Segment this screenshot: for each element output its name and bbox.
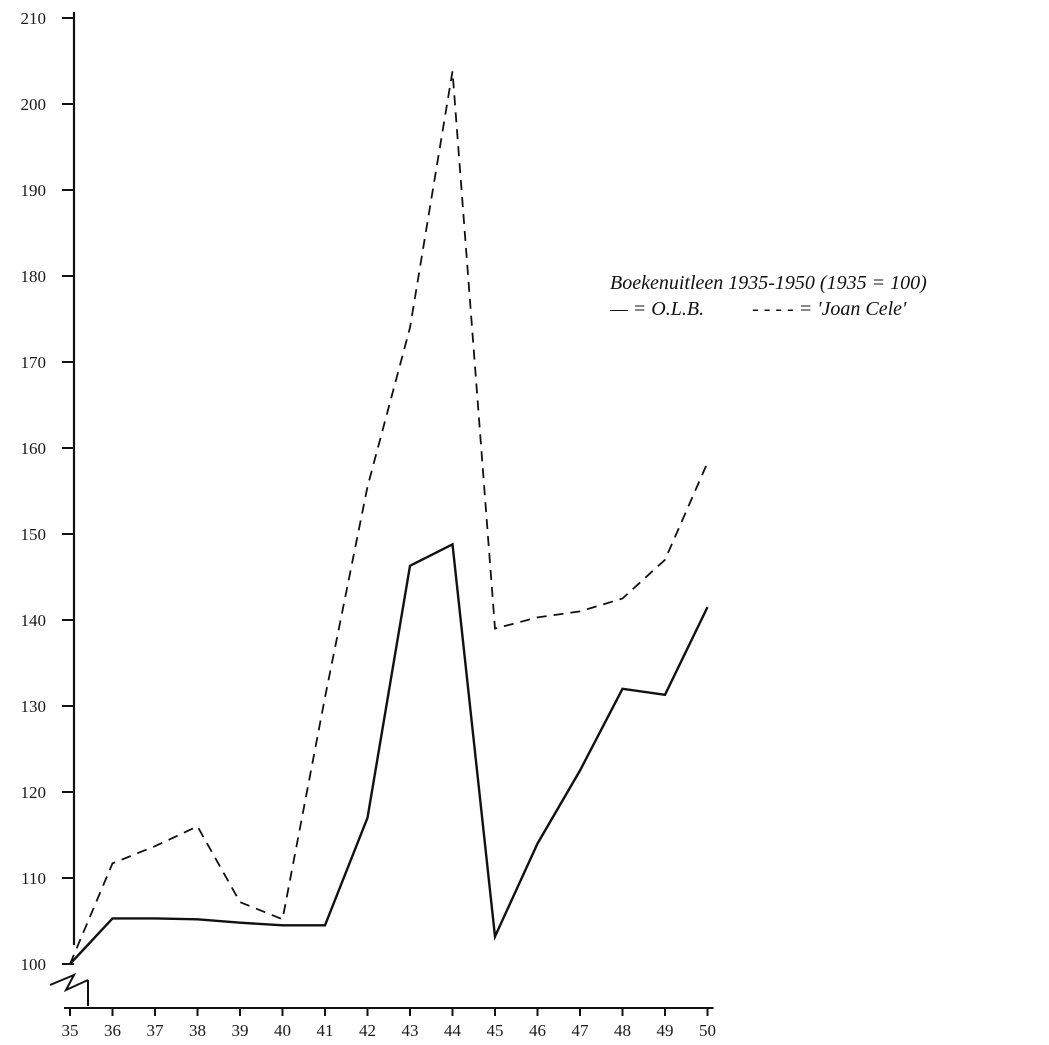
x-tick-label: 45	[487, 1021, 504, 1040]
y-tick-label: 160	[21, 439, 47, 458]
x-tick-label: 41	[317, 1021, 334, 1040]
series-line-2	[69, 71, 709, 965]
series-lines	[69, 71, 709, 965]
x-tick-label: 48	[614, 1021, 631, 1040]
x-tick-label: 47	[572, 1021, 590, 1040]
y-axis-break	[49, 973, 89, 993]
legend-keys: — = O.L.B. - - - - = 'Joan Cele'	[610, 296, 927, 322]
legend-joan-cele: - - - - = 'Joan Cele'	[752, 298, 907, 320]
y-tick-label: 110	[21, 869, 46, 888]
x-tick-label: 40	[274, 1021, 291, 1040]
x-tick-label: 38	[189, 1021, 206, 1040]
y-tick-label: 210	[21, 9, 47, 28]
y-tick-label: 120	[21, 783, 47, 802]
y-tick-label: 190	[21, 181, 47, 200]
x-axis-ticks: 35 36 37 38 39 40 41 42 43 44 45 46 47 48 49 50	[62, 1008, 716, 1040]
x-tick-label: 46	[529, 1021, 546, 1040]
chart-title: Boekenuitleen 1935-1950 (1935 = 100)	[610, 272, 927, 294]
series-line-1	[69, 542, 709, 965]
x-tick-label: 35	[62, 1021, 79, 1040]
x-tick-label: 42	[359, 1021, 376, 1040]
x-tick-label: 37	[147, 1021, 165, 1040]
legend-olb: — = O.L.B.	[610, 298, 705, 320]
y-tick-label: 180	[21, 267, 47, 286]
x-tick-label: 44	[444, 1021, 462, 1040]
chart-legend: Boekenuitleen 1935-1950 (1935 = 100) — =…	[610, 270, 927, 322]
y-tick-label: 170	[21, 353, 47, 372]
x-tick-label: 43	[402, 1021, 419, 1040]
y-tick-label: 130	[21, 697, 47, 716]
y-axis-ticks: 100 110 120 130 140 150 160 170 180 190 200 210	[21, 9, 74, 974]
y-tick-label: 140	[21, 611, 47, 630]
y-tick-label: 100	[21, 955, 47, 974]
axes	[49, 12, 714, 1009]
y-tick-label: 150	[21, 525, 47, 544]
x-tick-label: 49	[657, 1021, 674, 1040]
x-tick-label: 50	[699, 1021, 716, 1040]
x-tick-label: 36	[104, 1021, 121, 1040]
x-tick-label: 39	[232, 1021, 249, 1040]
y-tick-label: 200	[21, 95, 47, 114]
